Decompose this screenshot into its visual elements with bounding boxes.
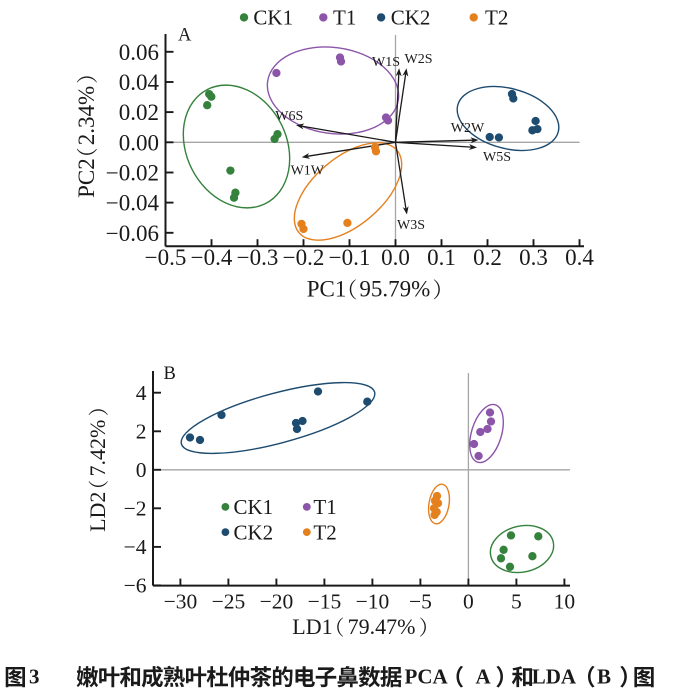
svg-text:CK2: CK2 xyxy=(391,6,431,30)
svg-text:PC2: PC2 xyxy=(74,158,99,198)
svg-text:0: 0 xyxy=(136,458,147,482)
svg-text:0.02: 0.02 xyxy=(119,100,159,125)
svg-text:−0.5: −0.5 xyxy=(145,245,187,270)
svg-text:LD1: LD1 xyxy=(292,614,332,639)
svg-text:4: 4 xyxy=(136,381,147,405)
svg-text:−0.04: −0.04 xyxy=(106,191,160,216)
svg-text:79.47%: 79.47% xyxy=(348,614,416,639)
svg-text:W1W: W1W xyxy=(291,164,325,179)
svg-text:0.1: 0.1 xyxy=(427,245,456,270)
svg-text:W2S: W2S xyxy=(405,52,433,67)
svg-text:2: 2 xyxy=(136,420,147,444)
svg-text:W6S: W6S xyxy=(275,109,303,124)
svg-text:PCA: PCA xyxy=(405,664,449,688)
svg-text:0.06: 0.06 xyxy=(119,40,159,65)
svg-text:7.42%: 7.42% xyxy=(85,420,110,477)
svg-text:0.00: 0.00 xyxy=(119,130,159,155)
svg-text:T1: T1 xyxy=(333,6,356,30)
svg-text:CK1: CK1 xyxy=(253,6,293,30)
svg-text:−2: −2 xyxy=(124,497,147,521)
svg-text:−25: −25 xyxy=(212,590,246,614)
svg-text:−20: −20 xyxy=(260,590,294,614)
svg-text:−6: −6 xyxy=(124,574,147,598)
svg-text:10: 10 xyxy=(554,590,576,614)
svg-text:3: 3 xyxy=(29,664,40,688)
svg-text:A: A xyxy=(178,25,192,45)
svg-text:CK2: CK2 xyxy=(234,520,274,544)
svg-text:W5S: W5S xyxy=(483,150,511,165)
svg-text:−0.1: −0.1 xyxy=(329,245,371,270)
svg-text:W3S: W3S xyxy=(397,218,425,233)
svg-text:−0.3: −0.3 xyxy=(237,245,279,270)
svg-text:−0.2: −0.2 xyxy=(283,245,325,270)
svg-text:95.79%: 95.79% xyxy=(359,277,430,302)
svg-text:PC1: PC1 xyxy=(307,277,347,302)
svg-text:−30: −30 xyxy=(164,590,198,614)
svg-text:−5: −5 xyxy=(409,590,432,614)
svg-text:0.0: 0.0 xyxy=(381,245,410,270)
svg-text:B: B xyxy=(164,364,176,384)
svg-text:T2: T2 xyxy=(313,520,336,544)
svg-text:T2: T2 xyxy=(485,6,508,30)
svg-text:LD2: LD2 xyxy=(85,492,110,532)
svg-text:−0.06: −0.06 xyxy=(106,221,159,246)
svg-text:−4: −4 xyxy=(124,535,147,559)
svg-text:0.04: 0.04 xyxy=(119,70,160,95)
svg-text:0.3: 0.3 xyxy=(519,245,548,270)
svg-text:−0.4: −0.4 xyxy=(191,245,233,270)
svg-text:−15: −15 xyxy=(308,590,342,614)
svg-text:−0.02: −0.02 xyxy=(106,161,159,186)
svg-text:0.4: 0.4 xyxy=(565,245,594,270)
svg-text:2.34%: 2.34% xyxy=(74,86,99,145)
svg-text:LDA: LDA xyxy=(532,664,577,688)
svg-text:0.2: 0.2 xyxy=(473,245,502,270)
svg-text:B: B xyxy=(597,664,611,688)
svg-text:W2W: W2W xyxy=(451,121,485,136)
svg-text:5: 5 xyxy=(511,590,522,614)
svg-text:T1: T1 xyxy=(313,495,336,519)
svg-text:CK1: CK1 xyxy=(234,495,274,519)
svg-text:W1S: W1S xyxy=(372,55,400,70)
svg-text:0: 0 xyxy=(463,590,474,614)
svg-text:A: A xyxy=(476,664,492,688)
svg-text:−10: −10 xyxy=(356,590,390,614)
